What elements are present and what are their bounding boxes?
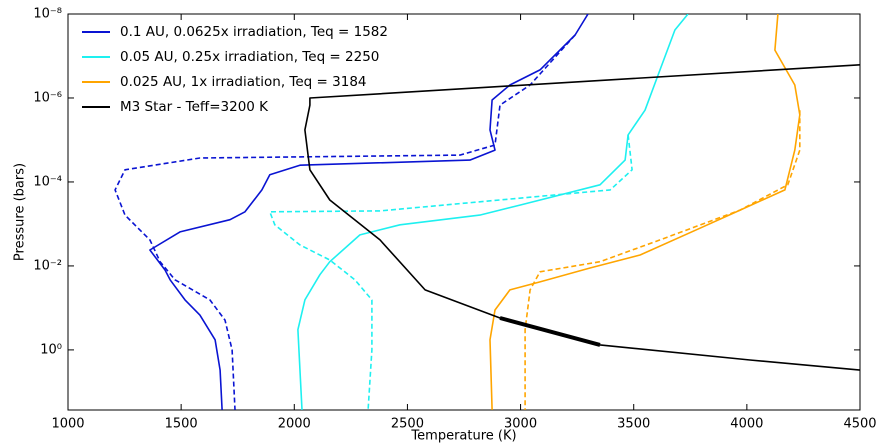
y-tick-label: 10⁻⁴ bbox=[33, 174, 62, 189]
series-line bbox=[114, 34, 576, 410]
x-axis-label: Temperature (K) bbox=[410, 429, 516, 444]
x-tick-label: 2000 bbox=[278, 417, 311, 432]
x-tick-label: 2500 bbox=[391, 417, 424, 432]
series-line bbox=[297, 14, 689, 410]
series-line bbox=[304, 64, 860, 371]
x-tick-label: 3500 bbox=[617, 417, 650, 432]
series-line bbox=[489, 14, 801, 410]
legend-label: M3 Star - Teff=3200 K bbox=[120, 99, 269, 115]
y-axis-label: Pressure (bars) bbox=[13, 163, 28, 261]
legend: 0.1 AU, 0.0625x irradiation, Teq = 1582 0… bbox=[82, 24, 388, 115]
series-line bbox=[269, 134, 633, 410]
plot-frame bbox=[67, 13, 861, 411]
x-tick-label: 1000 bbox=[51, 417, 84, 432]
y-tick-label: 10⁻⁸ bbox=[33, 7, 62, 22]
legend-label: 0.05 AU, 0.25x irradiation, Teq = 2250 bbox=[120, 49, 379, 65]
x-tick-label: 3000 bbox=[504, 417, 537, 432]
series-line bbox=[149, 14, 589, 410]
x-tick-label: 4000 bbox=[730, 417, 763, 432]
series-line bbox=[499, 316, 601, 347]
series-line bbox=[524, 110, 801, 410]
x-tick-label: 1500 bbox=[165, 417, 198, 432]
x-tick-label: 4500 bbox=[843, 417, 876, 432]
y-tick-label: 10⁰ bbox=[40, 342, 62, 357]
y-tick-label: 10⁻² bbox=[33, 258, 62, 273]
legend-label: 0.025 AU, 1x irradiation, Teq = 3184 bbox=[120, 74, 367, 90]
y-tick-label: 10⁻⁶ bbox=[33, 90, 62, 105]
legend-label: 0.1 AU, 0.0625x irradiation, Teq = 1582 bbox=[120, 24, 388, 40]
